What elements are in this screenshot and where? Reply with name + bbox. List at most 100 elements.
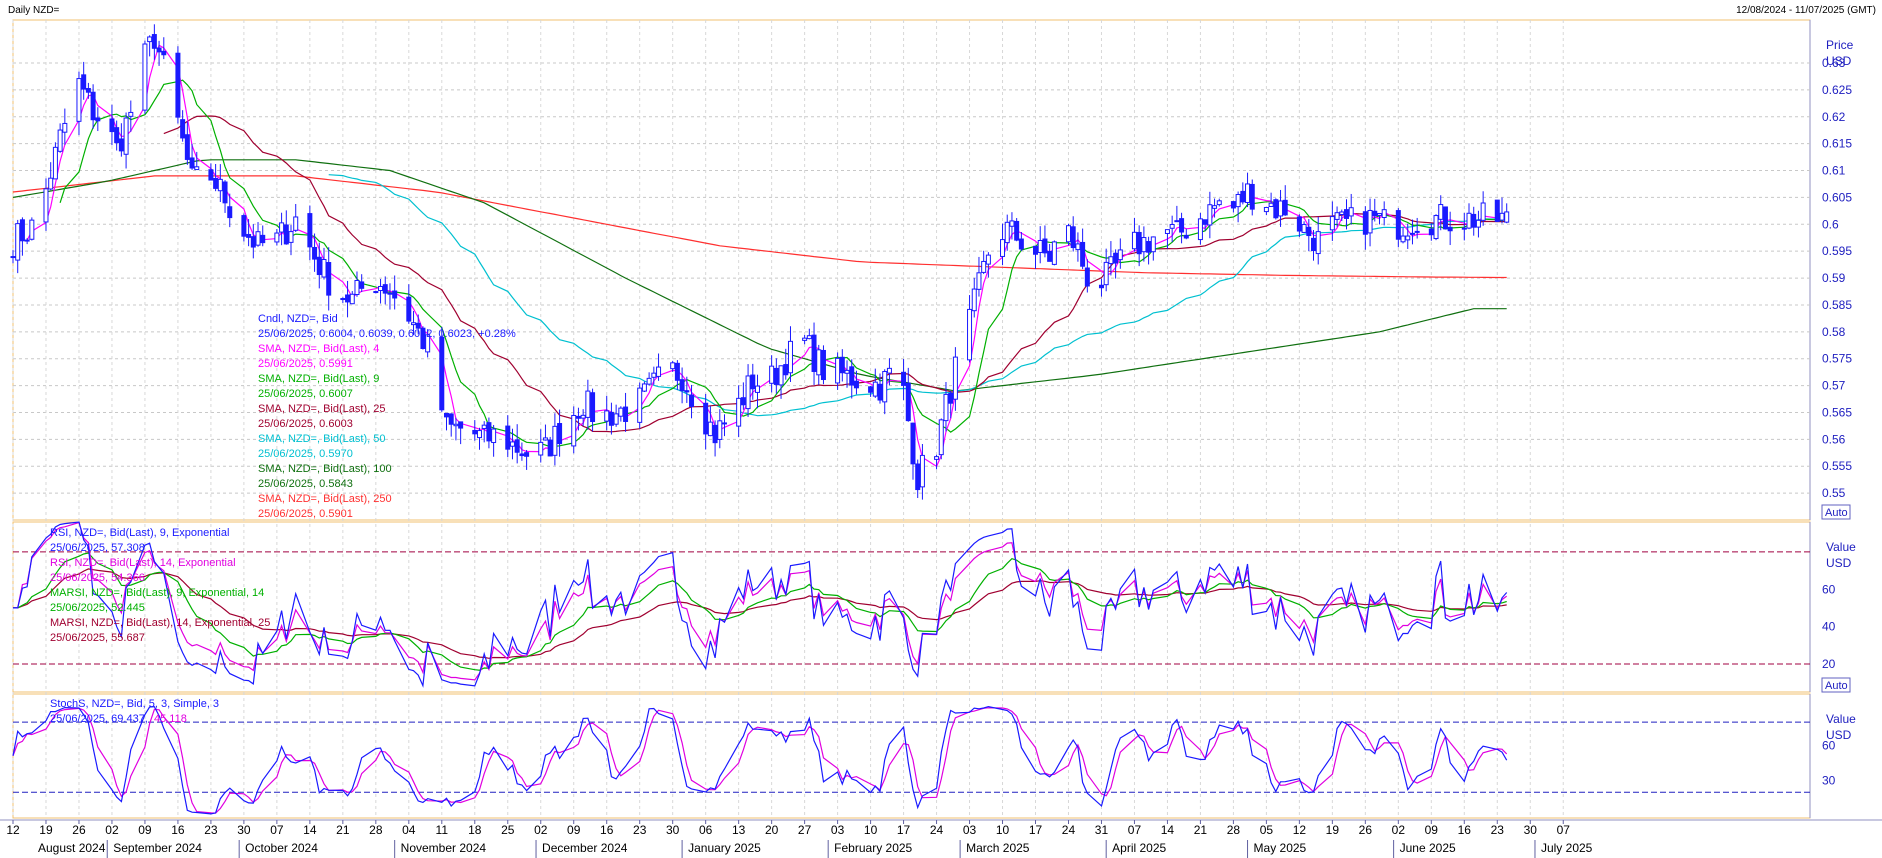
candle-body — [142, 43, 148, 111]
candle — [161, 37, 167, 60]
candle-body — [1146, 241, 1152, 253]
candle-body — [1311, 237, 1317, 252]
candle-body — [208, 169, 214, 181]
candle-body — [670, 362, 676, 370]
candle — [769, 355, 775, 393]
candle-body — [557, 423, 563, 445]
price-legend-label: SMA, NZD=, Bid(Last), 50 — [258, 433, 385, 445]
candle-body — [618, 407, 624, 417]
candle — [1273, 198, 1279, 220]
x-tick-label: 16 — [600, 823, 614, 837]
rsi-auto-button — [1821, 677, 1851, 693]
candle — [684, 376, 690, 403]
candle-body — [783, 364, 789, 376]
rsi-legend-label: MARSI, NZD=, Bid(Last), 9, Exponential, … — [50, 587, 264, 599]
candle — [1207, 191, 1213, 239]
candle — [910, 422, 916, 480]
candle — [175, 46, 181, 124]
candle — [128, 100, 134, 132]
candle-body — [1400, 235, 1406, 243]
candle — [750, 363, 756, 400]
marsi-14-line — [13, 568, 1507, 659]
candle-body — [62, 122, 68, 133]
candle — [406, 284, 412, 324]
candle — [707, 406, 713, 437]
candle — [279, 212, 285, 246]
price-tick-label: 0.56 — [1822, 432, 1846, 446]
candle-body — [707, 421, 713, 437]
candle-body — [656, 366, 662, 377]
candle-body — [905, 382, 911, 422]
candle — [806, 328, 812, 340]
candle — [354, 271, 360, 297]
rsi-legend-value: 25/06/2025, 54.366 — [50, 572, 145, 584]
x-tick-label: 26 — [72, 823, 86, 837]
candle-body — [901, 371, 907, 386]
candle — [717, 409, 723, 449]
candle — [1004, 214, 1010, 251]
price-tick-label: 0.565 — [1822, 405, 1852, 419]
candle — [679, 367, 685, 404]
candle-body — [514, 439, 520, 453]
candle-body — [919, 454, 925, 488]
candle — [1240, 182, 1246, 205]
candle-body — [1212, 205, 1218, 209]
candle — [1009, 212, 1015, 240]
x-tick-label: 16 — [1458, 823, 1472, 837]
candle-body — [820, 349, 826, 381]
candle — [811, 322, 817, 386]
candle — [425, 329, 431, 358]
candle — [618, 406, 624, 422]
candle-body — [194, 166, 200, 171]
candle — [458, 421, 464, 445]
candle-body — [882, 371, 888, 403]
candle-body — [448, 413, 454, 425]
stoch-axis-title: Value — [1826, 712, 1856, 726]
title-bar: Daily NZD= 12/08/2024 - 11/07/2025 (GMT) — [0, 0, 1882, 20]
candle — [1372, 198, 1378, 222]
candle — [76, 71, 82, 136]
candle-body — [839, 356, 845, 374]
candle-body — [1499, 212, 1505, 221]
candle-body — [674, 362, 680, 381]
candle — [123, 112, 129, 169]
candle — [1216, 198, 1222, 207]
candle — [1103, 248, 1109, 292]
candle — [118, 123, 124, 157]
candle-body — [444, 412, 450, 418]
candle-body — [1164, 229, 1170, 234]
candle-body — [15, 223, 21, 261]
stoch-tick-label: 30 — [1822, 774, 1836, 788]
candle-body — [184, 134, 190, 160]
candle — [967, 295, 973, 363]
rsi-14-line — [13, 521, 1508, 681]
price-tick-label: 0.61 — [1822, 164, 1846, 178]
candle — [476, 427, 482, 450]
candle — [674, 360, 680, 391]
x-tick-label: 02 — [534, 823, 548, 837]
candle — [524, 450, 530, 470]
candle — [326, 247, 332, 311]
candle-body — [439, 336, 445, 411]
candle — [392, 275, 398, 310]
candle-body — [274, 232, 280, 243]
candle — [1249, 179, 1255, 216]
candle — [1245, 172, 1251, 208]
candle — [585, 379, 591, 430]
x-tick-label: 16 — [171, 823, 185, 837]
candle — [359, 274, 365, 292]
candle-body — [76, 78, 82, 122]
candle — [509, 428, 515, 460]
candle-body — [1235, 194, 1241, 208]
candle-body — [420, 327, 426, 349]
candle — [194, 151, 200, 171]
month-label: June 2025 — [1400, 841, 1456, 855]
x-tick-label: 17 — [1029, 823, 1043, 837]
candle-body — [1376, 212, 1382, 216]
candle — [820, 345, 826, 385]
candle — [1438, 195, 1444, 231]
rsi-legend-label: MARSI, NZD=, Bid(Last), 14, Exponential,… — [50, 617, 270, 629]
x-tick-label: 31 — [1095, 823, 1109, 837]
candle-body — [1169, 224, 1175, 229]
